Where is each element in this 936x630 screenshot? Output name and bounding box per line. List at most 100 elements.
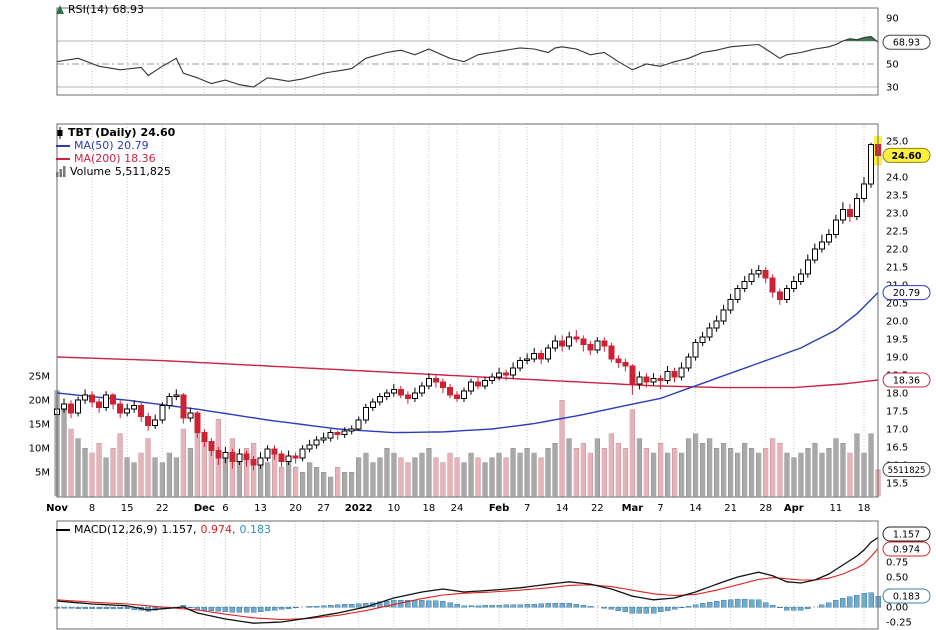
- volume-bar: [524, 447, 530, 497]
- ma200-value-box-label: 18.36: [893, 376, 920, 387]
- volume-bar: [692, 433, 699, 497]
- volume-value: 5,511,825: [114, 165, 171, 178]
- x-axis-label: 28: [759, 503, 772, 514]
- volume-bar: [678, 452, 685, 497]
- ma200-label: MA(200) 18.36: [74, 152, 156, 165]
- candle-body: [790, 280, 797, 290]
- volume-bar: [538, 457, 544, 497]
- volume-bar: [299, 471, 306, 497]
- macd-histogram-bar: [103, 606, 109, 610]
- candle-body: [524, 358, 531, 362]
- volume-bar: [166, 452, 173, 497]
- macd-signal-value: 0.974,: [200, 523, 236, 536]
- macd-histogram-bar: [552, 603, 558, 608]
- macd-histogram-bar: [636, 606, 643, 614]
- candle-body: [846, 208, 853, 218]
- candle-body: [454, 394, 460, 399]
- volume-bar: [580, 442, 587, 497]
- volume-bar: [840, 442, 846, 497]
- macd-histogram-bar: [215, 606, 222, 612]
- volume-bar: [370, 462, 376, 497]
- volume-bar: [124, 457, 130, 497]
- candle-body: [629, 365, 636, 385]
- volume-bar: [426, 447, 432, 497]
- volume-value-box: [882, 462, 931, 477]
- macd-histogram-bar: [713, 600, 720, 608]
- macd-histogram-bar: [503, 604, 509, 608]
- candle-body: [215, 450, 222, 459]
- candle-body: [362, 406, 369, 421]
- candle-body: [804, 259, 811, 275]
- macd-histogram-bar: [847, 596, 853, 608]
- candle-body: [222, 451, 229, 459]
- x-axis-label: 24: [451, 503, 464, 514]
- macd-signal-value-box-label: 0.974: [893, 545, 920, 556]
- volume-bar: [187, 447, 194, 497]
- macd-histogram-bar: [671, 606, 678, 610]
- candle-body: [748, 273, 755, 282]
- volume-bar: [784, 452, 790, 497]
- x-axis-label: 8: [89, 503, 95, 514]
- x-axis-label: 21: [724, 503, 737, 514]
- macd-value-box-label: 1.157: [893, 530, 920, 541]
- candle-body: [671, 370, 678, 378]
- macd-line: [56, 537, 879, 624]
- macd-histogram-bar: [580, 605, 587, 608]
- macd-histogram-bar: [334, 604, 341, 608]
- candle-body: [587, 343, 594, 351]
- macd-histogram-bar: [573, 604, 580, 608]
- rsi-legend: RSI(14) 68.93: [56, 3, 144, 16]
- volume-bar: [145, 438, 151, 497]
- volume-bar: [201, 438, 208, 497]
- volume-bar: [727, 447, 734, 497]
- candle-body: [468, 381, 474, 392]
- candle-body: [292, 455, 299, 459]
- x-axis-label: 7: [657, 503, 663, 514]
- candle-body: [643, 376, 650, 383]
- macd-histogram-bar: [426, 600, 432, 608]
- macd-histogram-bar: [741, 599, 748, 608]
- candle-body: [839, 208, 846, 221]
- volume-bar: [475, 457, 481, 497]
- candle-body: [306, 444, 313, 450]
- candle-body: [397, 388, 404, 396]
- volume-bar: [812, 442, 818, 497]
- candle-body: [447, 387, 453, 396]
- macd-histogram-bar: [622, 606, 629, 613]
- macd-histogram-bar: [643, 606, 650, 614]
- ma200-value-box: [882, 372, 931, 388]
- volume-bar: [819, 452, 825, 497]
- macd-histogram-bar: [447, 602, 453, 608]
- price-tick-label: 22.0: [886, 245, 908, 256]
- volume-tick-label: 20M: [29, 396, 50, 407]
- volume-bar: [341, 471, 348, 497]
- candle-body: [608, 345, 615, 360]
- x-axis-label: 11: [830, 503, 843, 514]
- macd-histogram-bar: [110, 606, 116, 610]
- x-axis-label: 14: [689, 503, 702, 514]
- macd-histogram-bar: [243, 606, 250, 613]
- volume-bar: [706, 438, 713, 497]
- macd-histogram-bar: [489, 604, 495, 608]
- macd-histogram-bar: [201, 606, 208, 611]
- volume-bar: [798, 452, 804, 497]
- x-axis-label: 2022: [345, 503, 373, 514]
- candlestick-icon: [57, 126, 63, 139]
- rsi-tick-label: 50: [886, 60, 899, 71]
- ma50-label: MA(50) 20.79: [74, 139, 149, 152]
- volume-bar: [75, 438, 81, 497]
- macd-histogram-bar: [727, 599, 734, 608]
- candle-body: [741, 280, 748, 290]
- volume-bar: [454, 457, 460, 497]
- macd-histogram-bar: [187, 606, 194, 608]
- price-tick-label: 17.0: [886, 425, 908, 436]
- candle-body: [376, 396, 383, 403]
- candle-body: [510, 367, 517, 376]
- macd-histogram-bar: [405, 600, 411, 608]
- candle-body: [706, 327, 713, 338]
- volume-bar: [566, 438, 572, 497]
- x-axis-label: 20: [289, 503, 302, 514]
- price-plot: [54, 136, 882, 497]
- candle-body: [432, 378, 439, 383]
- candle-body: [811, 248, 818, 261]
